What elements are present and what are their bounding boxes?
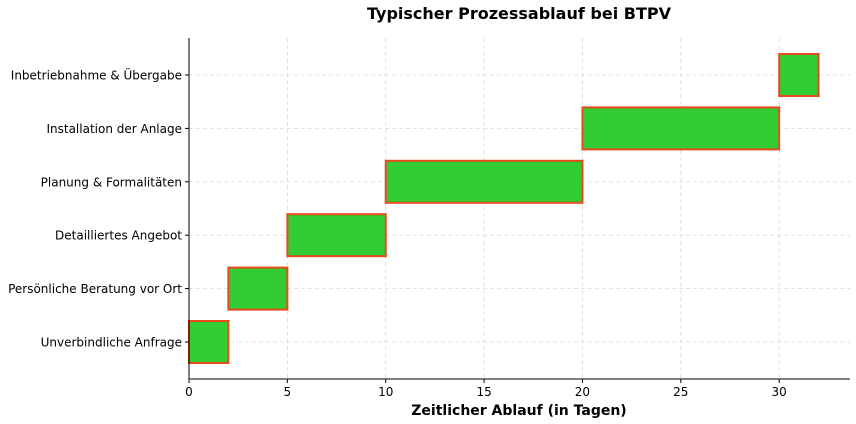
chart-title: Typischer Prozessablauf bei BTPV	[367, 4, 672, 23]
y-tick-label: Installation der Anlage	[46, 122, 182, 136]
y-tick-label: Inbetriebnahme & Übergabe	[11, 67, 182, 83]
x-tick-label: 15	[476, 385, 491, 399]
x-tick-label: 5	[284, 385, 292, 399]
gantt-bar	[778, 53, 820, 97]
bars-layer	[188, 53, 820, 364]
y-tick-label: Unverbindliche Anfrage	[41, 336, 182, 350]
x-tick-label: 10	[378, 385, 393, 399]
axes-layer	[188, 38, 850, 380]
x-ticks: 0 5 10 15 20 25 30	[185, 379, 787, 399]
gantt-bar	[227, 266, 289, 311]
gantt-bar	[581, 106, 781, 151]
gantt-bar	[188, 320, 230, 364]
x-axis-label: Zeitlicher Ablauf (in Tagen)	[411, 403, 626, 419]
gantt-bar	[384, 159, 584, 204]
y-tick-label: Detailliertes Angebot	[55, 229, 182, 243]
x-tick-label: 0	[185, 385, 193, 399]
y-tick-label: Persönliche Beratung vor Ort	[8, 282, 182, 296]
y-ticks: Unverbindliche Anfrage Persönliche Beratu…	[8, 67, 189, 350]
gantt-bar	[286, 213, 387, 258]
y-tick-label: Planung & Formalitäten	[41, 175, 182, 189]
grid-layer	[188, 38, 850, 379]
x-tick-label: 25	[673, 385, 688, 399]
x-tick-label: 30	[772, 385, 787, 399]
x-tick-label: 20	[575, 385, 590, 399]
